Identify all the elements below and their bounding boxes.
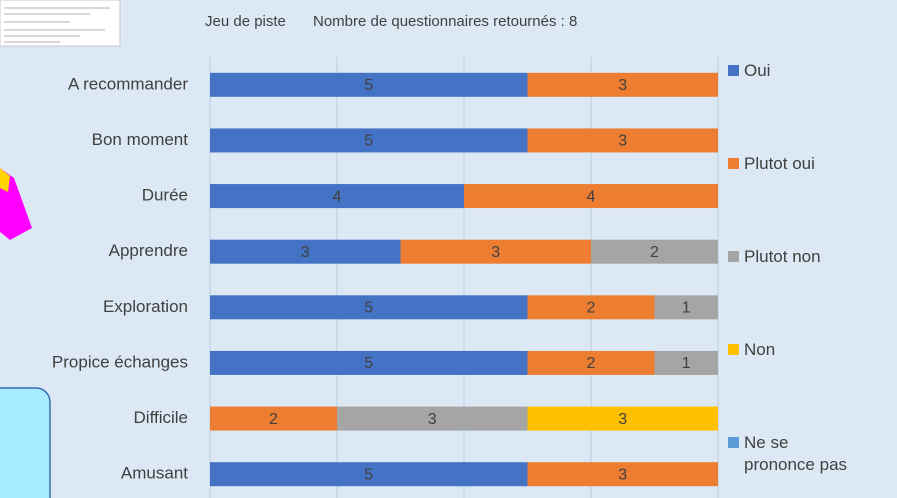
data-label: 3 xyxy=(301,244,310,261)
decor-box xyxy=(0,388,50,498)
y-tick-label: A recommander xyxy=(68,74,188,93)
y-tick-label: Bon moment xyxy=(92,130,189,149)
legend-swatch xyxy=(728,344,739,355)
screen: Jeu de piste Nombre de questionnaires re… xyxy=(0,0,897,498)
data-label: 4 xyxy=(333,188,342,205)
y-tick-label: Amusant xyxy=(121,464,188,483)
data-label: 5 xyxy=(364,77,373,94)
data-label: 5 xyxy=(364,355,373,372)
y-tick-label: Exploration xyxy=(103,297,188,316)
data-label: 5 xyxy=(364,466,373,483)
data-label: 4 xyxy=(587,188,596,205)
data-label: 1 xyxy=(682,355,691,372)
chart-subtitle: Nombre de questionnaires retournés : 8 xyxy=(313,13,577,30)
data-label: 3 xyxy=(428,411,437,428)
y-tick-label: Difficile xyxy=(134,408,188,427)
legend-label: Plutot oui xyxy=(744,153,854,175)
legend-label: Plutot non xyxy=(744,246,854,268)
legend-item: Plutot non xyxy=(728,246,868,268)
legend-label: Non xyxy=(744,339,854,361)
legend-item: Plutot oui xyxy=(728,153,868,175)
legend-label: Ne se prononce pas xyxy=(744,432,854,476)
legend-swatch xyxy=(728,437,739,448)
legend-label: Oui xyxy=(744,60,854,82)
y-tick-label: Durée xyxy=(142,186,188,205)
y-tick-label: Apprendre xyxy=(109,241,188,260)
data-label: 2 xyxy=(650,244,659,261)
data-label: 3 xyxy=(618,466,627,483)
legend-item: Ne se prononce pas xyxy=(728,432,868,476)
legend-item: Non xyxy=(728,339,868,361)
chart-title: Jeu de piste xyxy=(205,13,286,30)
legend-swatch xyxy=(728,65,739,76)
document-thumbnail xyxy=(0,0,120,46)
legend-swatch xyxy=(728,251,739,262)
data-label: 1 xyxy=(682,300,691,317)
legend-swatch xyxy=(728,158,739,169)
data-label: 5 xyxy=(364,133,373,150)
data-label: 3 xyxy=(618,411,627,428)
data-label: 5 xyxy=(364,300,373,317)
y-tick-label: Propice échanges xyxy=(52,352,188,371)
data-label: 3 xyxy=(618,77,627,94)
data-label: 2 xyxy=(587,300,596,317)
data-label: 3 xyxy=(491,244,500,261)
data-label: 2 xyxy=(269,411,278,428)
data-label: 3 xyxy=(618,133,627,150)
legend-item: Oui xyxy=(728,60,868,82)
data-label: 2 xyxy=(587,355,596,372)
